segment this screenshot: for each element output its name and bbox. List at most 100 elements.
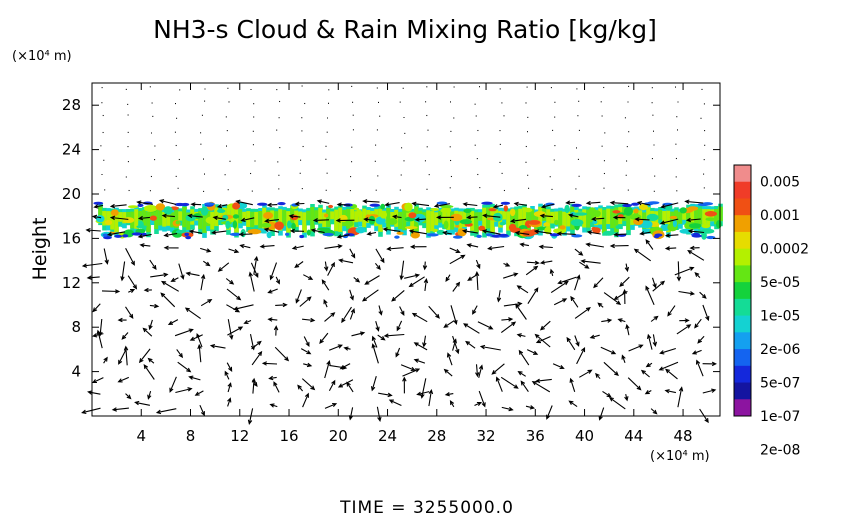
wind-arrow — [295, 289, 302, 304]
cloud-cell — [612, 210, 621, 214]
cloud-cell — [262, 207, 267, 229]
cloud-cell — [404, 202, 413, 212]
wind-arrow — [111, 407, 129, 412]
wind-arrow — [652, 280, 666, 292]
wind-arrow — [374, 262, 381, 271]
cloud-cell — [410, 211, 415, 232]
cloud-cell — [570, 219, 584, 227]
cloud-cell — [510, 210, 515, 227]
colorbar-label: 0.005 — [760, 175, 800, 191]
wind-arrow — [533, 229, 552, 235]
wind-arrow — [336, 234, 350, 239]
cloud-cell — [615, 225, 620, 229]
wind-arrow — [609, 200, 629, 206]
wind-arrow — [603, 292, 622, 305]
cloud-cell — [554, 219, 559, 225]
wind-arrow — [525, 265, 539, 276]
wind-arrow — [449, 399, 455, 408]
cloud-cell — [701, 223, 711, 229]
cloud-cell — [135, 228, 146, 234]
cloud-cell — [134, 209, 139, 229]
wind-arrow — [449, 254, 466, 265]
wind-arrow — [199, 404, 205, 417]
cloud-cell — [690, 206, 695, 225]
wind-arrow — [609, 243, 629, 249]
wind-arrow — [699, 291, 707, 299]
cloud-cell — [694, 207, 699, 229]
wind-arrow — [324, 359, 331, 379]
cloud-cell — [662, 211, 667, 226]
wind-arrow — [349, 307, 356, 320]
wind-arrow — [501, 406, 514, 412]
cloud-cell — [406, 211, 411, 222]
cloud-cell — [562, 211, 567, 231]
cloud-cell — [509, 208, 516, 217]
cloud-cell — [588, 207, 597, 216]
cloud-cell — [714, 209, 719, 225]
cloud-cell — [442, 206, 447, 225]
cloud-cell — [136, 225, 147, 229]
wind-arrow — [235, 199, 253, 206]
colorbar-swatch — [734, 382, 751, 400]
wind-arrow — [651, 277, 657, 289]
wind-arrow — [659, 347, 676, 355]
cloud-cell — [114, 210, 119, 233]
cloud-cell — [478, 212, 483, 221]
wind-arrow — [539, 320, 551, 331]
wind-arrow — [150, 272, 169, 278]
cloud-cell — [440, 205, 454, 209]
colorbar-swatch — [734, 198, 751, 216]
cloud-cell — [146, 212, 151, 233]
wind-arrow — [302, 317, 316, 323]
wind-arrow — [155, 408, 177, 415]
wind-arrow — [574, 274, 581, 291]
wind-arrow — [565, 200, 576, 205]
cloud-cell — [598, 208, 603, 225]
wind-arrow — [85, 227, 101, 233]
wind-arrow — [341, 306, 352, 324]
cloud-cell — [481, 201, 493, 205]
wind-arrow — [301, 378, 316, 391]
cloud-cell — [242, 211, 247, 221]
cloud-cell — [345, 220, 354, 227]
wind-arrow — [420, 378, 427, 399]
wind-arrow — [366, 231, 377, 236]
wind-arrow — [297, 384, 304, 392]
wind-arrow — [481, 229, 501, 235]
wind-arrow — [495, 376, 503, 392]
wind-arrow — [391, 214, 402, 220]
cloud-cell — [138, 210, 143, 221]
wind-arrow — [539, 260, 553, 265]
wind-arrow — [395, 347, 401, 358]
cloud-cell — [217, 209, 226, 213]
wind-arrow — [667, 305, 676, 317]
cloud-cell — [263, 212, 274, 219]
wind-arrow — [197, 343, 202, 363]
wind-arrow — [652, 334, 658, 347]
colorbar-swatch — [734, 231, 751, 250]
wind-arrow — [408, 229, 427, 235]
wind-arrow — [259, 244, 275, 249]
wind-arrow — [500, 321, 517, 334]
cloud-cell — [330, 211, 335, 220]
wind-arrow — [143, 287, 152, 293]
cloud-cell — [126, 212, 131, 221]
wind-arrow — [175, 387, 193, 394]
cloud-cell — [278, 209, 283, 231]
wind-arrow — [362, 199, 380, 204]
cloud-cell — [178, 211, 183, 221]
wind-arrow — [134, 400, 151, 406]
wind-arrow — [568, 400, 578, 408]
wind-arrow — [472, 305, 478, 315]
cloud-cell — [380, 203, 386, 210]
wind-arrow — [411, 201, 430, 207]
colorbar-label: 1e-05 — [760, 309, 800, 325]
wind-arrow — [574, 248, 584, 256]
wind-arrow — [443, 368, 453, 377]
wind-arrow — [624, 263, 630, 273]
cloud-cell — [106, 211, 111, 226]
cloud-cell — [120, 224, 127, 228]
cloud-cell — [238, 207, 243, 224]
cloud-cell — [358, 212, 363, 222]
wind-arrow — [597, 302, 604, 308]
